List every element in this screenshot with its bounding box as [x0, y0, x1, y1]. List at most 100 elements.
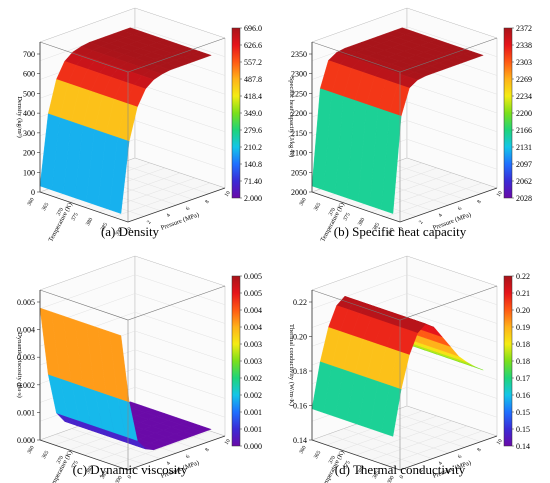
grid-line	[406, 293, 498, 324]
grid-line	[406, 368, 498, 399]
grid-line	[406, 274, 498, 305]
temperature-tick-label: 360	[26, 197, 35, 207]
colorbar-tick-label: 0.17	[516, 374, 530, 383]
temperature-tick-label: 360	[26, 445, 35, 455]
grid-line	[134, 312, 226, 343]
colorbar-tick-label: 0.002	[244, 391, 262, 400]
temperature-tick-label: 390	[386, 475, 395, 483]
temperature-tick-label: 375	[70, 460, 79, 470]
base-axes	[39, 435, 226, 471]
pressure-tick-label: 2	[146, 467, 153, 473]
grid-line	[134, 330, 226, 362]
grid-line	[39, 274, 136, 309]
colorbar-tick-label: 0.005	[244, 289, 262, 298]
colorbar-tick-label: 626.6	[244, 41, 262, 50]
z-axis-label: Dynamic viscosity (Pa·s)	[16, 332, 23, 398]
z-tick-label: 2350	[291, 50, 307, 59]
colorbar-tick-label: 0.19	[516, 323, 530, 332]
pressure-tick-label: 2	[418, 467, 425, 473]
colorbar-tick-label: 0.15	[516, 425, 530, 434]
grid-line	[113, 182, 211, 218]
z-tick-label: 0.003	[17, 353, 35, 362]
grid-line	[113, 430, 211, 466]
temperature-tick-label: 380	[357, 217, 366, 227]
colorbar-tick-label: 0.18	[516, 357, 530, 366]
colorbar-tick-label: 0.001	[244, 425, 262, 434]
temperature-tick-label: 365	[313, 450, 322, 460]
colorbar	[231, 27, 241, 199]
pressure-tick-label: 6	[457, 454, 464, 460]
pressure-tick-label: 4	[438, 461, 445, 467]
colorbar-tick-label: 0.22	[516, 272, 530, 281]
colorbar-tick-label: 2269	[516, 75, 532, 84]
temperature-tick-label: 365	[313, 202, 322, 212]
pressure-tick-label: 6	[457, 206, 464, 212]
colorbar	[503, 275, 513, 447]
pressure-tick-label: 0	[399, 474, 406, 480]
z-tick-label: 2150	[291, 129, 307, 138]
colorbar-tick-label: 418.4	[244, 92, 262, 101]
z-axis-label: Specific heat capacity (J/kg·K)	[288, 77, 295, 158]
colorbar-tick-label: 279.6	[244, 126, 262, 135]
temperature-tick-label: 370	[56, 207, 65, 217]
grid-line	[406, 312, 498, 343]
colorbar-tick-label: 0.004	[244, 306, 262, 315]
z-tick-label: 0.005	[17, 298, 35, 307]
z-tick-label: 0.16	[293, 402, 307, 411]
temperature-tick-label: 385	[372, 222, 381, 232]
pressure-tick-label: 6	[185, 454, 192, 460]
pressure-tick-label: 8	[476, 199, 483, 205]
grid-line	[134, 293, 226, 324]
pressure-tick-label: 10	[224, 190, 232, 198]
colorbar-tick-label: 71.40	[244, 177, 262, 186]
z-tick-label: 400	[23, 109, 35, 118]
base-axes	[311, 435, 498, 471]
grid-line	[406, 387, 498, 418]
colorbar-tick-label: 2338	[516, 41, 532, 50]
temperature-tick-label: 375	[342, 460, 351, 470]
panel-caption: (c) Dynamic viscosity	[73, 462, 188, 477]
temperature-tick-label: 360	[298, 197, 307, 207]
grid-line	[406, 120, 498, 151]
z-tick-label: 200	[23, 149, 35, 158]
grid-line	[134, 139, 226, 170]
colorbar-tick-label: 2200	[516, 109, 532, 118]
chart-panel-4: 0.14 0.16 0.18 0.20 0.22 Thermal conductivity…	[288, 255, 530, 483]
z-tick-label: 2000	[291, 188, 307, 197]
panel-caption: (d) Thermal conductivity	[335, 462, 466, 477]
z-tick-label: 500	[23, 89, 35, 98]
pressure-tick-label: 10	[496, 438, 504, 446]
colorbar-tick-label: 557.2	[244, 58, 262, 67]
colorbar-tick-label: 487.8	[244, 75, 262, 84]
z-tick-label: 0.22	[293, 298, 307, 307]
surface-patch	[39, 307, 61, 379]
temperature-tick-label: 385	[100, 470, 109, 480]
pressure-tick-label: 8	[204, 447, 211, 453]
base-axes	[39, 187, 226, 223]
colorbar-tick-label: 2131	[516, 143, 532, 152]
pressure-tick-label: 8	[204, 199, 211, 205]
temperature-tick-label: 380	[85, 465, 94, 475]
temperature-tick-label: 370	[56, 455, 65, 465]
temperature-tick-label: 390	[114, 475, 123, 483]
z-tick-label: 2100	[291, 149, 307, 158]
grid-line	[134, 387, 226, 418]
surface-patch	[311, 361, 332, 414]
colorbar-tick-label: 0.003	[244, 340, 262, 349]
colorbar	[231, 275, 241, 447]
temperature-tick-label: 365	[41, 202, 50, 212]
z-tick-label: 2300	[291, 70, 307, 79]
temperature-tick-label: 370	[328, 455, 337, 465]
z-tick-label: 2200	[291, 109, 307, 118]
temperature-tick-label: 390	[114, 227, 123, 237]
colorbar-tick-label: 696.0	[244, 24, 262, 33]
pressure-tick-label: 4	[166, 461, 173, 467]
grid-line	[406, 82, 498, 114]
pressure-tick-label: 0	[399, 226, 406, 232]
colorbar-tick-label: 210.2	[244, 143, 262, 152]
colorbar-tick-label: 2028	[516, 194, 532, 203]
grid-line	[385, 430, 483, 466]
temperature-tick-label: 375	[342, 212, 351, 222]
chart-panel-3: 0.000 0.001 0.002 0.003 0.004 0.005 Dynamic vi…	[16, 255, 262, 483]
colorbar-tick-label: 0.003	[244, 357, 262, 366]
